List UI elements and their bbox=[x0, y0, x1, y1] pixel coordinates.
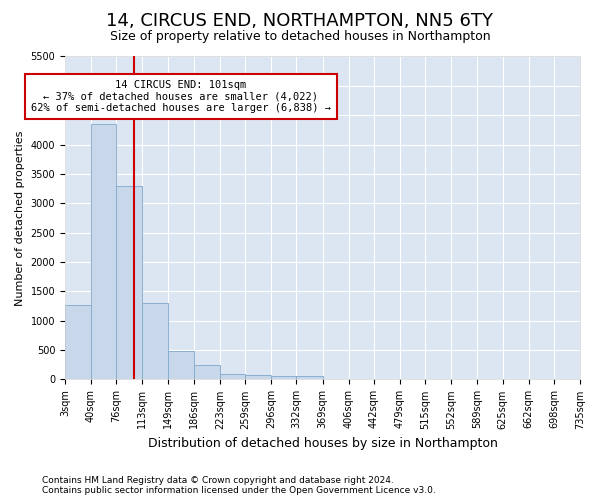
Bar bbox=[168, 352, 194, 380]
Text: Size of property relative to detached houses in Northampton: Size of property relative to detached ho… bbox=[110, 30, 490, 43]
Text: 14 CIRCUS END: 101sqm
← 37% of detached houses are smaller (4,022)
62% of semi-d: 14 CIRCUS END: 101sqm ← 37% of detached … bbox=[31, 80, 331, 113]
Y-axis label: Number of detached properties: Number of detached properties bbox=[15, 130, 25, 306]
X-axis label: Distribution of detached houses by size in Northampton: Distribution of detached houses by size … bbox=[148, 437, 497, 450]
Bar bbox=[142, 303, 168, 380]
Bar bbox=[65, 305, 91, 380]
Text: Contains public sector information licensed under the Open Government Licence v3: Contains public sector information licen… bbox=[42, 486, 436, 495]
Bar bbox=[194, 366, 220, 380]
Bar bbox=[220, 374, 245, 380]
Bar bbox=[245, 376, 271, 380]
Bar bbox=[271, 376, 296, 380]
Bar bbox=[91, 124, 116, 380]
Bar bbox=[296, 376, 323, 380]
Text: 14, CIRCUS END, NORTHAMPTON, NN5 6TY: 14, CIRCUS END, NORTHAMPTON, NN5 6TY bbox=[107, 12, 493, 30]
Bar bbox=[116, 186, 142, 380]
Text: Contains HM Land Registry data © Crown copyright and database right 2024.: Contains HM Land Registry data © Crown c… bbox=[42, 476, 394, 485]
